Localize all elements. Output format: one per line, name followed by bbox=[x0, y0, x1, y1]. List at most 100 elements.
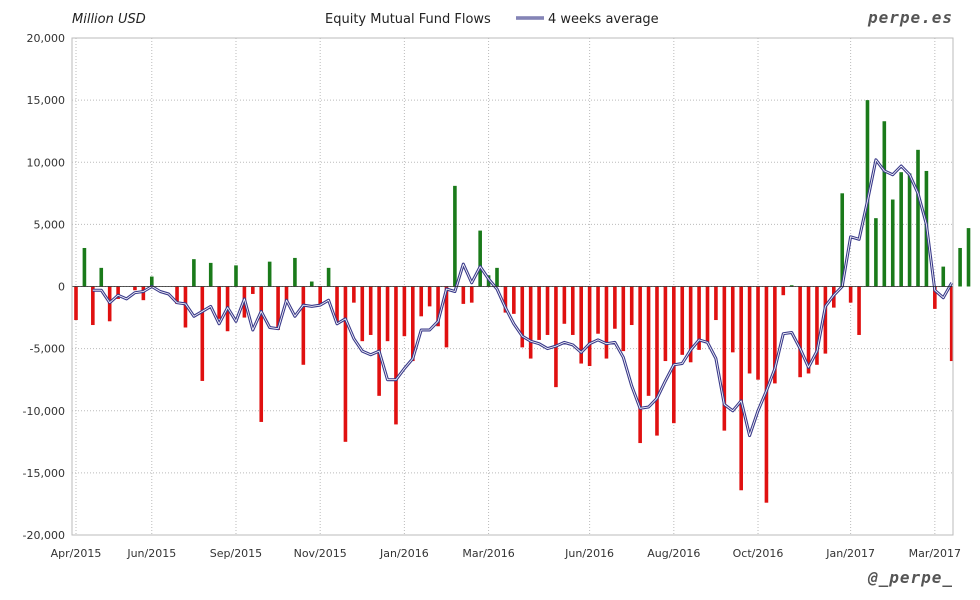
outflow-bar bbox=[798, 286, 802, 378]
y-tick-label: -15,000 bbox=[23, 467, 65, 480]
outflow-bar bbox=[335, 286, 339, 323]
inflow-bar bbox=[82, 247, 87, 287]
outflow-bar bbox=[284, 286, 289, 304]
outflow-bar bbox=[528, 286, 533, 359]
outflow-bar bbox=[646, 286, 651, 396]
outflow-bar bbox=[436, 286, 440, 327]
outflow-bar bbox=[133, 286, 137, 291]
outflow-bar bbox=[411, 286, 415, 362]
outflow-bar bbox=[730, 286, 735, 353]
outflow-bar bbox=[402, 286, 407, 337]
inflow-bar bbox=[192, 259, 196, 287]
outflow-bar bbox=[183, 286, 188, 328]
outflow-bar bbox=[343, 286, 348, 442]
x-axis-labels: Apr/2015 Jun/2015 Sep/2015 Nov/2015 Jan/2016… bbox=[51, 547, 961, 560]
x-tick-label: Jun/2015 bbox=[126, 547, 176, 560]
outflow-bar bbox=[680, 286, 685, 355]
outflow-bar bbox=[756, 286, 760, 380]
outflow-bar bbox=[251, 286, 255, 294]
outflow-bar bbox=[537, 286, 541, 340]
y-tick-label: 5,000 bbox=[34, 218, 66, 231]
y-tick-label: 0 bbox=[58, 281, 65, 294]
outflow-bar bbox=[806, 286, 811, 374]
y-tick-label: -10,000 bbox=[23, 405, 65, 418]
outflow-bar bbox=[773, 286, 777, 384]
average-line bbox=[92, 158, 954, 438]
outflow-bar bbox=[301, 286, 306, 365]
outflow-bar bbox=[638, 286, 642, 444]
inflow-bar bbox=[478, 230, 482, 287]
y-axis-labels: 20,000 15,000 10,000 5,000 0 -5,000 -10,000 -15… bbox=[23, 32, 65, 542]
outflow-bar bbox=[545, 286, 550, 335]
x-tick-label: Apr/2015 bbox=[51, 547, 102, 560]
outflow-bar bbox=[629, 286, 634, 326]
inflow-bar bbox=[453, 185, 457, 287]
outflow-bar bbox=[503, 286, 508, 313]
chart-title: Equity Mutual Fund Flows bbox=[325, 12, 491, 27]
outflow-bar bbox=[276, 286, 280, 330]
x-tick-label: Jun/2016 bbox=[564, 547, 614, 560]
outflow-bar bbox=[613, 286, 617, 329]
x-tick-label: Aug/2016 bbox=[647, 547, 700, 560]
inflow-bar bbox=[966, 228, 971, 287]
inflow-bar bbox=[149, 276, 154, 287]
outflow-bar bbox=[469, 286, 474, 303]
outflow-bar bbox=[385, 286, 390, 342]
outflow-bar bbox=[520, 286, 525, 348]
outflow-bar bbox=[688, 286, 693, 363]
inflow-bar bbox=[495, 267, 499, 287]
x-tick-label: Jan/2017 bbox=[825, 547, 875, 560]
outflow-bar bbox=[815, 286, 819, 365]
inflow-bar bbox=[941, 266, 946, 287]
x-tick-label: Sep/2015 bbox=[210, 547, 262, 560]
outflow-bar bbox=[949, 286, 954, 362]
outflow-bar bbox=[722, 286, 727, 431]
inflow-bar bbox=[293, 257, 297, 287]
inflow-bar bbox=[326, 267, 331, 287]
inflow-bar bbox=[890, 199, 895, 287]
x-tick-label: Nov/2015 bbox=[294, 547, 347, 560]
inflow-bar bbox=[865, 100, 870, 287]
outflow-bar bbox=[554, 286, 558, 388]
outflow-bar bbox=[318, 286, 322, 306]
y-tick-label: 15,000 bbox=[27, 94, 66, 107]
vertical-gridlines bbox=[75, 38, 936, 535]
inflow-bar bbox=[899, 172, 903, 287]
outflow-bar bbox=[562, 286, 567, 324]
inflow-bar bbox=[916, 149, 920, 287]
plot-area bbox=[71, 37, 971, 536]
outflow-bar bbox=[175, 286, 179, 304]
outflow-bar bbox=[74, 286, 78, 321]
outflow-bar bbox=[697, 286, 701, 350]
outflow-bar bbox=[823, 286, 828, 354]
outflow-bar bbox=[91, 286, 95, 326]
inflow-bar bbox=[958, 247, 962, 287]
inflow-bar bbox=[907, 173, 912, 287]
outflow-bar bbox=[512, 286, 516, 314]
outflow-bar bbox=[419, 286, 424, 317]
outflow-bar bbox=[739, 286, 743, 491]
legend: 4 weeks average bbox=[516, 12, 659, 27]
inflow-bar bbox=[267, 261, 272, 287]
outflow-bar bbox=[352, 286, 356, 303]
inflow-bar bbox=[840, 193, 845, 287]
outflow-bar bbox=[394, 286, 398, 425]
plot-frame bbox=[71, 37, 954, 536]
outflow-bar bbox=[570, 286, 575, 335]
outflow-bar bbox=[427, 286, 432, 307]
outflow-bar bbox=[259, 286, 264, 422]
outflow-bar bbox=[655, 286, 659, 436]
inflow-bar bbox=[789, 285, 794, 287]
x-tick-label: Jan/2016 bbox=[379, 547, 429, 560]
inflow-bar bbox=[874, 218, 878, 287]
outflow-bar bbox=[596, 286, 600, 334]
brand-bottom: @_perpe_ bbox=[867, 568, 953, 587]
outflow-bar bbox=[587, 286, 592, 367]
y-tick-label: -20,000 bbox=[23, 529, 65, 542]
average-line-inner bbox=[92, 159, 953, 436]
outflow-bar bbox=[444, 286, 449, 348]
outflow-bar bbox=[141, 286, 146, 301]
inflow-bar bbox=[234, 265, 238, 287]
outflow-bar bbox=[705, 286, 710, 343]
